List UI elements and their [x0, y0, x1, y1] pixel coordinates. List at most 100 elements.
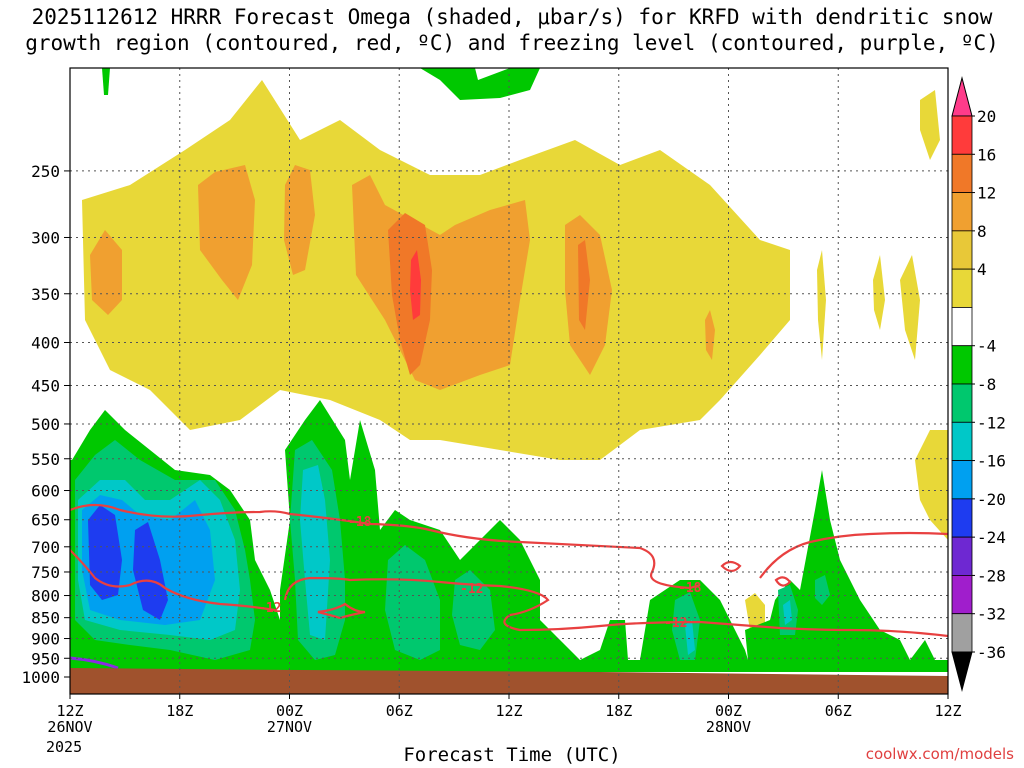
chart-title: 2025112612 HRRR Forecast Omega (shaded, …: [0, 4, 1024, 56]
dgz-contours: [70, 503, 948, 638]
omega-minus12-minus16-region: [685, 620, 695, 655]
colorbar-label: 8: [977, 222, 987, 241]
y-tick-label: 400: [31, 334, 60, 353]
contour-label-minus12: -12: [258, 601, 281, 616]
x-tick-label: 18Z: [166, 702, 193, 720]
colorbar-label: 4: [977, 260, 987, 279]
dgz-contour-minus12: [317, 602, 366, 620]
omega-upper-right-4-8-region: [873, 255, 885, 330]
omega-minus8-minus12-region: [815, 575, 830, 605]
omega-16-20-region: [410, 250, 421, 320]
x-tick-date-label: 26NOV: [47, 718, 92, 736]
colorbar-label: -24: [977, 528, 1006, 547]
y-tick-label: 950: [31, 649, 60, 668]
colorbar-swatch: [951, 230, 973, 270]
colorbar-label: -12: [977, 413, 1006, 432]
omega-lower-right-4-8-region: [915, 430, 948, 540]
y-tick-label: 700: [31, 538, 60, 557]
colorbar-label: 20: [977, 107, 996, 126]
colorbar-top-arrow: [951, 76, 973, 117]
dgz-contour-minus18: [70, 503, 701, 590]
dgz-contour-minus12: [70, 549, 276, 612]
omega-upper-right-4-8-region: [900, 255, 920, 360]
x-tick-label: 12Z: [56, 702, 83, 720]
y-tick-label: 600: [31, 482, 60, 501]
colorbar: 20 16 12 8 4 -4 -8 -12 -16 -20 -24 -28 -32 -36: [951, 76, 1006, 692]
x-tick-date-label: 27NOV: [267, 718, 312, 736]
omega-8-12-region: [705, 310, 715, 360]
x-tick-label: 00Z: [276, 702, 303, 720]
colorbar-label: -20: [977, 490, 1006, 509]
x-tick-date-label: 28NOV: [706, 718, 751, 736]
x-start-year-label: 2025: [46, 738, 83, 756]
x-tick-label: 06Z: [386, 702, 413, 720]
colorbar-swatch: [951, 153, 973, 193]
colorbar-swatch: [951, 575, 973, 615]
x-tick-label: 06Z: [825, 702, 852, 720]
x-tick-label: 18Z: [605, 702, 632, 720]
colorbar-label: -16: [977, 452, 1006, 471]
colorbar-swatch: [951, 421, 973, 461]
colorbar-label: -32: [977, 605, 1006, 624]
y-tick-label: 900: [31, 630, 60, 649]
contour-label-minus18: -18: [348, 515, 372, 530]
y-tick-label: 750: [31, 563, 60, 582]
y-tick-label: 300: [31, 228, 60, 247]
title-line-1: 2025112612 HRRR Forecast Omega (shaded, …: [31, 5, 993, 29]
colorbar-swatch: [951, 345, 973, 385]
x-axis-title: Forecast Time (UTC): [403, 744, 621, 766]
colorbar-swatch: [951, 307, 973, 347]
dgz-contour-minus18: [759, 531, 948, 579]
colorbar-label: -8: [977, 375, 996, 394]
omega-minus8-minus12-region: [452, 570, 495, 650]
omega-minus12-minus16-region: [300, 465, 330, 640]
y-tick-label: 450: [31, 376, 60, 395]
y-axis: 250 300 350 400 450 500 550 600 650 700 750 800 850 9…: [21, 162, 70, 687]
y-tick-label: 350: [31, 285, 60, 304]
x-tick-label: 12Z: [934, 702, 961, 720]
colorbar-label: -28: [977, 566, 1006, 585]
contour-label-minus12: -12: [664, 616, 687, 631]
colorbar-swatch: [951, 383, 973, 423]
y-tick-label: 550: [31, 450, 60, 469]
dgz-contour-minus18: [720, 560, 742, 573]
x-tick-label: 12Z: [495, 702, 522, 720]
colorbar-label: -36: [977, 643, 1006, 662]
omega-12-16-region: [578, 240, 590, 330]
contour-label-minus12: -12: [460, 582, 483, 597]
y-tick-label: 250: [31, 162, 60, 181]
omega-minus20-minus24-region: [133, 522, 168, 620]
y-tick-label: 1000: [21, 668, 60, 687]
y-tick-label: 800: [31, 587, 60, 606]
y-tick-label: 500: [31, 415, 60, 434]
omega-8-12-region: [198, 165, 255, 300]
colorbar-label: 12: [977, 184, 996, 203]
omega-upper-right-4-8-region: [817, 250, 826, 360]
omega-12-16-region: [388, 213, 432, 375]
colorbar-swatch: [951, 268, 973, 308]
omega-minus12-minus16-region: [783, 600, 792, 625]
dgz-contour-minus12: [283, 576, 948, 638]
colorbar-swatch: [951, 498, 973, 538]
grid-lines: [70, 68, 948, 694]
colorbar-swatch: [951, 613, 973, 653]
title-line-2: growth region (contoured, red, ºC) and f…: [25, 31, 999, 55]
omega-small-4-8-region: [745, 593, 765, 632]
colorbar-swatch: [951, 192, 973, 232]
dgz-contour-minus18: [774, 576, 792, 587]
omega-top-green-region: [420, 68, 540, 100]
y-tick-label: 650: [31, 511, 60, 530]
omega-8-12-region: [284, 165, 315, 275]
omega-minus20-minus24-region: [88, 505, 122, 600]
colorbar-label: 16: [977, 145, 996, 164]
contour-labels: -18 -18 -12 -12 -12: [258, 515, 702, 631]
source-credit: coolwx.com/models: [865, 745, 1014, 763]
colorbar-label: -4: [977, 337, 996, 356]
y-tick-label: 850: [31, 609, 60, 628]
omega-top-green-region: [102, 68, 110, 95]
colorbar-swatch: [951, 536, 973, 576]
colorbar-bottom-arrow: [951, 651, 973, 692]
colorbar-swatch: [951, 115, 973, 155]
